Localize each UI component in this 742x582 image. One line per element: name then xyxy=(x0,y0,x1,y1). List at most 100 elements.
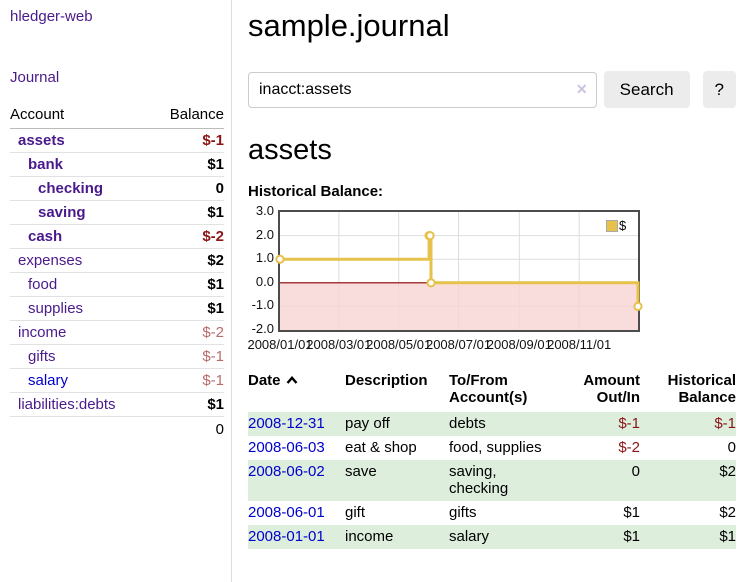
transaction-balance: $2 xyxy=(640,460,736,501)
transaction-balance: $-1 xyxy=(640,412,736,436)
page-title: sample.journal xyxy=(248,8,450,43)
account-balance: $1 xyxy=(151,152,224,177)
search-button[interactable]: Search xyxy=(603,71,690,108)
account-balance: $1 xyxy=(151,200,224,225)
transaction-amount: $1 xyxy=(566,525,640,549)
y-axis-tick-label: -2.0 xyxy=(251,321,274,336)
transaction-accounts: saving, checking xyxy=(449,460,566,501)
account-row: salary $-1 xyxy=(10,368,224,393)
search-bar: ✕ Search ? xyxy=(248,71,736,108)
transaction-balance: $2 xyxy=(719,504,736,521)
legend-label: $ xyxy=(619,218,627,233)
search-input[interactable] xyxy=(248,71,597,108)
accounts-header-account: Account xyxy=(10,102,152,129)
column-header-amount: Amount Out/In xyxy=(583,372,640,406)
accounts-total-value: 0 xyxy=(151,416,224,442)
accounts-total-row: 0 xyxy=(10,416,224,442)
y-axis-tick-label: 2.0 xyxy=(255,226,274,242)
account-link[interactable]: assets xyxy=(18,132,65,149)
y-axis-tick-label: 1.0 xyxy=(255,250,274,266)
legend-swatch-icon xyxy=(606,219,618,232)
account-link[interactable]: food xyxy=(28,276,58,293)
transaction-date-link[interactable]: 2008-06-01 xyxy=(248,504,325,521)
account-row: saving $1 xyxy=(10,200,224,225)
x-axis-tick-label: 2008/05/01 xyxy=(366,337,432,352)
transaction-date-link[interactable]: 2008-12-31 xyxy=(248,415,325,432)
accounts-header-balance: Balance xyxy=(151,102,224,129)
accounts-table: Account Balance assets $-1 bank $1 checking 0… xyxy=(10,102,224,442)
transaction-description: save xyxy=(345,460,449,501)
account-link[interactable]: liabilities:debts xyxy=(18,396,116,413)
transaction-row: 2008-06-01 gift gifts $1 $2 xyxy=(248,501,736,525)
transaction-amount: $-1 xyxy=(566,412,640,436)
transaction-date-link[interactable]: 2008-06-03 xyxy=(248,439,325,456)
transaction-balance: 0 xyxy=(727,439,736,456)
account-balance: $1 xyxy=(151,296,224,321)
transaction-description: income xyxy=(345,525,449,549)
account-balance: $2 xyxy=(151,248,224,273)
sort-ascending-icon xyxy=(286,375,297,384)
account-link[interactable]: cash xyxy=(28,228,63,245)
transaction-description: eat & shop xyxy=(345,439,417,456)
chart-plot-area xyxy=(275,210,643,332)
account-row: liabilities:debts $1 xyxy=(10,392,224,417)
x-axis-tick-label: 2008/11/01 xyxy=(547,337,612,352)
account-link[interactable]: gifts xyxy=(28,348,56,365)
column-header-date[interactable]: Date xyxy=(248,370,345,412)
chart-title: Historical Balance: xyxy=(248,183,384,200)
account-link[interactable]: salary xyxy=(28,372,69,389)
account-link[interactable]: expenses xyxy=(18,252,83,269)
account-row: bank $1 xyxy=(10,152,224,177)
account-link[interactable]: income xyxy=(18,324,67,341)
app-title-link[interactable]: hledger-web xyxy=(10,8,93,25)
transaction-amount: $1 xyxy=(623,504,640,521)
account-link[interactable]: checking xyxy=(38,180,104,197)
main-content: sample.journal ✕ Search ? assets Histori… xyxy=(247,0,736,549)
x-axis-tick-label: 2008/09/01 xyxy=(486,337,552,352)
account-row: checking 0 xyxy=(10,176,224,201)
y-axis-tick-label: 0.0 xyxy=(255,273,274,289)
transaction-accounts: gifts xyxy=(449,504,477,521)
account-link[interactable]: supplies xyxy=(28,300,84,317)
transaction-date-link[interactable]: 2008-06-02 xyxy=(248,463,325,480)
transaction-date-link[interactable]: 2008-01-01 xyxy=(248,528,325,545)
transaction-balance: $1 xyxy=(640,525,736,549)
account-row: income $-2 xyxy=(10,320,224,345)
transactions-table: Date Description To/From Account(s) Amou… xyxy=(248,370,736,549)
chart-line-svg xyxy=(275,212,643,330)
column-header-accounts: To/From Account(s) xyxy=(449,372,528,406)
historical-balance-chart: $ 3.0 2.0 1.0 0.0 -1.0 -2.0 2008/01/01 2008/03/… xyxy=(247,203,736,356)
transaction-accounts: debts xyxy=(449,412,566,436)
account-balance: $-2 xyxy=(151,224,224,249)
account-row: gifts $-1 xyxy=(10,344,224,369)
help-button[interactable]: ? xyxy=(702,71,736,108)
account-balance: $-1 xyxy=(151,368,224,393)
clear-search-icon[interactable]: ✕ xyxy=(575,80,588,97)
transaction-row: 2008-12-31 pay off debts $-1 $-1 xyxy=(248,412,736,436)
x-axis-tick-label: 2008/03/01 xyxy=(306,337,372,352)
transaction-description: pay off xyxy=(345,412,449,436)
transaction-row: 2008-06-03 eat & shop food, supplies $-2 0 xyxy=(248,436,736,460)
account-balance: $-1 xyxy=(151,344,224,369)
y-axis-tick-label: 3.0 xyxy=(255,203,274,218)
account-balance: $1 xyxy=(151,272,224,297)
transaction-amount: $-2 xyxy=(618,439,640,456)
sidebar-item-journal[interactable]: Journal xyxy=(10,69,60,86)
account-row: food $1 xyxy=(10,272,224,297)
transaction-accounts: food, supplies xyxy=(449,439,542,456)
account-row: expenses $2 xyxy=(10,248,224,273)
account-link[interactable]: bank xyxy=(28,156,64,173)
account-balance: $1 xyxy=(151,392,224,417)
transaction-row: 2008-01-01 income salary $1 $1 xyxy=(248,525,736,549)
account-row: cash $-2 xyxy=(10,224,224,249)
account-row: supplies $1 xyxy=(10,296,224,321)
column-header-balance: Historical Balance xyxy=(667,372,736,406)
account-row: assets $-1 xyxy=(10,128,224,153)
account-link[interactable]: saving xyxy=(38,204,86,221)
y-axis-tick-label: -1.0 xyxy=(251,297,274,313)
column-header-description: Description xyxy=(345,372,428,389)
transaction-row: 2008-06-02 save saving, checking 0 $2 xyxy=(248,460,736,501)
account-balance: 0 xyxy=(151,176,224,201)
transaction-accounts: salary xyxy=(449,525,566,549)
transaction-description: gift xyxy=(345,504,366,521)
